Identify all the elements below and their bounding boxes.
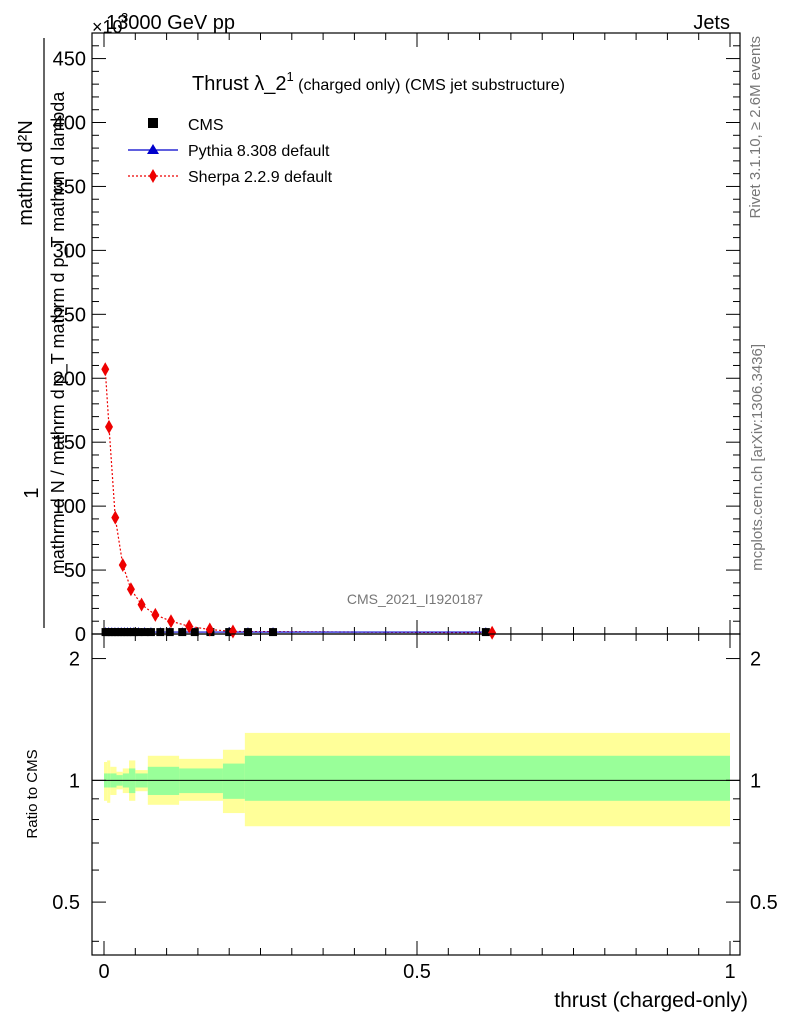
ratio-y-tick-label-right: 2 <box>750 649 761 671</box>
ratio-y-ticks: 0.5 0.5 1 1 2 2 <box>52 649 778 942</box>
cms-point <box>146 628 155 637</box>
cms-point <box>134 628 143 637</box>
main-y-tick-label: 200 <box>53 368 86 390</box>
ratio-stat-band <box>147 766 180 795</box>
sherpa-point <box>185 619 194 634</box>
ylabel-numerator-1: 1 <box>21 487 43 498</box>
x-axis-label: thrust (charged-only) <box>554 989 748 1012</box>
exponent-marker: ×10 <box>92 17 123 37</box>
legend-sherpa-label: Sherpa 2.2.9 default <box>188 169 333 186</box>
ratio-y-tick-label-left: 2 <box>69 649 80 671</box>
ratio-y-tick-label-right: 0.5 <box>750 892 778 914</box>
main-y-tick-label: 350 <box>53 176 86 198</box>
legend-cms-marker <box>148 118 158 128</box>
ratio-y-tick-label-left: 1 <box>69 770 80 792</box>
legend-sherpa-marker <box>149 169 157 183</box>
main-y-ticks: 0 50 100 150 200 250 300 350 400 450 <box>53 32 740 646</box>
cms-point <box>269 628 278 637</box>
sherpa-point <box>205 622 214 637</box>
ratio-plot-frame <box>91 633 741 956</box>
ratio-y-tick-label-left: 0.5 <box>52 892 80 914</box>
main-y-tick-label: 0 <box>75 624 86 646</box>
cms-point <box>165 628 174 637</box>
cms-point <box>481 628 490 637</box>
exponent-value: 3 <box>121 10 128 25</box>
sherpa-point <box>166 614 175 629</box>
cms-point <box>225 628 234 637</box>
x-tick-label: 1 <box>724 961 735 983</box>
ratio-stat-band <box>244 755 730 801</box>
title-superscript: 1 <box>286 69 293 84</box>
ratio-y-axis-label: Ratio to CMS <box>24 749 41 838</box>
sherpa-line <box>104 369 493 634</box>
process-label: Jets <box>693 12 730 34</box>
ratio-y-tick-label-right: 1 <box>750 770 761 792</box>
title-subtitle: (charged only) (CMS jet substructure) <box>294 77 565 94</box>
ratio-bands <box>104 732 730 827</box>
title-main: Thrust λ_2 <box>192 73 286 95</box>
cms-point <box>178 628 187 637</box>
cms-point <box>243 628 252 637</box>
cms-point <box>156 628 165 637</box>
x-tick-label: 0 <box>98 961 109 983</box>
sherpa-point <box>488 625 497 640</box>
ratio-x-ticks: 0 0.5 1 <box>98 634 736 983</box>
main-y-tick-label: 150 <box>53 432 86 454</box>
sherpa-point <box>151 607 160 622</box>
main-y-tick-label: 100 <box>53 496 86 518</box>
main-y-axis-label: 1 mathrm d²N mathrm d N / mathrm d p_T m… <box>15 38 69 628</box>
cms-point <box>140 628 149 637</box>
main-y-tick-label: 300 <box>53 240 86 262</box>
main-y-tick-label: 400 <box>53 113 86 135</box>
ylabel-numerator-2: mathrm d²N <box>15 120 37 226</box>
plot-title: Thrust λ_21 (charged only) (CMS jet subs… <box>192 69 565 95</box>
ylabel-denominator: mathrm d N / mathrm d p_T mathrm d p_T m… <box>48 91 69 574</box>
sherpa-point <box>105 419 114 434</box>
main-y-tick-label: 250 <box>53 304 86 326</box>
legend-pythia-marker <box>147 144 159 154</box>
legend-cms-label: CMS <box>188 117 224 134</box>
cms-point <box>190 628 199 637</box>
analysis-watermark: CMS_2021_I1920187 <box>347 591 483 607</box>
cms-point <box>129 628 138 637</box>
series-layer <box>101 362 497 640</box>
legend: CMS Pythia 8.308 default Sherpa 2.2.9 de… <box>128 117 333 186</box>
sherpa-point <box>101 362 110 377</box>
legend-pythia-label: Pythia 8.308 default <box>188 143 330 160</box>
x-tick-label: 0.5 <box>403 961 431 983</box>
main-y-tick-label: 450 <box>53 49 86 71</box>
ratio-stat-band <box>222 763 245 799</box>
main-y-tick-label: 50 <box>64 560 86 582</box>
rivet-version-label: Rivet 3.1.10, ≥ 2.6M events <box>747 36 764 219</box>
energy-label: 13000 GeV pp <box>106 12 235 34</box>
sherpa-point <box>228 624 237 639</box>
sherpa-point <box>118 557 127 572</box>
mcplots-label: mcplots.cern.ch [arXiv:1306.3436] <box>749 344 766 571</box>
sherpa-point <box>137 597 146 612</box>
sherpa-point <box>126 582 135 597</box>
sherpa-point <box>111 510 120 525</box>
